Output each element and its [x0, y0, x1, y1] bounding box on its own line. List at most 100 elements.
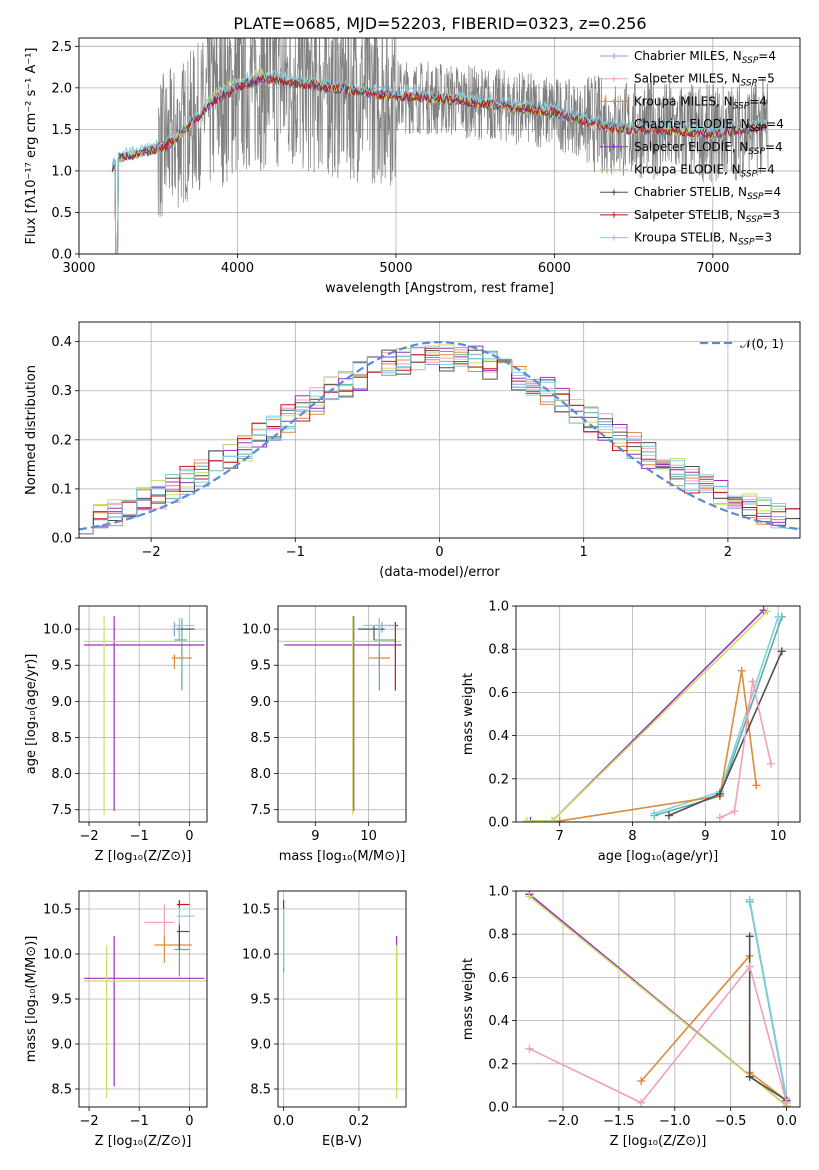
x-tick-label: 0 — [185, 829, 193, 844]
data-point — [745, 895, 754, 904]
data-point — [715, 813, 724, 822]
data-point — [748, 677, 757, 686]
x-tick-label: 0.0 — [273, 1114, 294, 1129]
data-point — [774, 612, 783, 621]
x-axis-label: E(B-V) — [322, 1134, 362, 1149]
y-tick-label: 0.0 — [488, 816, 509, 831]
x-tick-label: 0.2 — [349, 1114, 370, 1129]
axes-weight-vs-Z: −2.0 −1.5 −1.0 −0.5 0.0 0.0 0.2 0.4 0.6 0.8 1.0 Z [… — [461, 885, 801, 1149]
x-tick-label: −1.5 — [603, 1114, 635, 1129]
x-tick-label: 7000 — [696, 261, 729, 276]
x-tick-label: 10 — [770, 829, 787, 844]
y-tick-label: 0.2 — [488, 772, 509, 787]
model-spectrum-8 — [111, 69, 769, 254]
y-tick-label: 0.8 — [488, 928, 509, 943]
x-axis-label: Z [log₁₀(Z/Z⊙)] — [95, 1134, 192, 1149]
y-axis-label: mass [log₁₀(M/M⊙)] — [24, 936, 39, 1063]
y-axis-label: mass weight — [461, 958, 476, 1040]
y-tick-label: 8.0 — [250, 767, 271, 782]
axes-frame — [78, 890, 208, 1108]
weight-line-3 — [654, 616, 783, 817]
weight-line-1 — [719, 681, 772, 819]
data-point — [752, 781, 761, 790]
x-axis-label: wavelength [Angstrom, rest frame] — [325, 281, 554, 296]
axes-frame — [277, 890, 407, 1108]
y-tick-label: 0.0 — [51, 248, 72, 263]
y-tick-label: 9.5 — [250, 659, 271, 674]
x-tick-label: 9 — [701, 829, 709, 844]
weight-line-8 — [748, 899, 788, 1099]
y-tick-label: 1.0 — [51, 164, 72, 179]
y-tick-label: 8.0 — [51, 767, 72, 782]
y-tick-label: 7.5 — [250, 803, 271, 818]
data-point — [782, 1098, 791, 1107]
y-axis-label: age [log₁₀(age/yr)] — [24, 654, 39, 775]
data-point — [745, 1072, 754, 1081]
y-tick-label: 0.4 — [51, 335, 72, 350]
y-tick-label: 9.0 — [51, 695, 72, 710]
y-tick-label: 0.0 — [488, 1101, 509, 1116]
x-tick-label: 5000 — [379, 261, 412, 276]
legend-entry: Kroupa ELODIE, NSSP=4 — [634, 163, 775, 180]
data-point — [745, 932, 754, 941]
x-tick-label: 2 — [724, 545, 732, 560]
x-tick-label: −2 — [79, 1114, 98, 1129]
legend: Chabrier MILES, NSSP=4 Salpeter MILES, NS… — [600, 49, 784, 248]
x-axis-label: (data-model)/error — [379, 565, 500, 580]
data-point — [730, 807, 739, 816]
x-tick-label: −2 — [142, 545, 161, 560]
axes-mass-vs-Z: −2 −1 0 8.5 9.0 9.5 10.0 10.5 Z [log₁₀(Z/Z⊙)] mas… — [24, 890, 208, 1149]
x-tick-label: 10 — [360, 829, 377, 844]
y-tick-label: 0.5 — [51, 206, 72, 221]
normal-reference-curve — [79, 341, 798, 531]
y-tick-label: 10.5 — [43, 903, 72, 918]
legend-entry: 𝒩(0, 1) — [740, 337, 784, 351]
y-axis-label: mass weight — [461, 673, 476, 755]
plot-area-age-vs-Z — [84, 616, 205, 815]
y-tick-label: 10.0 — [242, 623, 271, 638]
axes-mass-vs-EBV: 0.0 0.2 8.5 9.0 9.5 10.0 10.5 E(B-V) — [242, 890, 407, 1149]
axes-frame — [78, 605, 208, 823]
x-axis-label: Z [log₁₀(Z/Z⊙)] — [95, 849, 192, 864]
figure-title: PLATE=0685, MJD=52203, FIBERID=0323, z=0… — [233, 14, 646, 33]
legend-entry: Salpeter STELIB, NSSP=3 — [634, 208, 780, 225]
plot-area-mass-vs-EBV — [283, 900, 398, 1098]
y-tick-label: 9.5 — [250, 993, 271, 1008]
y-tick-label: 1.0 — [488, 885, 509, 900]
x-tick-label: −2 — [79, 829, 98, 844]
legend-entry: Chabrier STELIB, NSSP=4 — [634, 185, 781, 202]
data-point — [522, 816, 531, 822]
x-tick-label: 0 — [185, 1114, 193, 1129]
y-tick-label: 1.0 — [488, 600, 509, 615]
plot-area-weight-vs-Z — [525, 891, 791, 1107]
axes-age-vs-mass: 9 10 7.5 8.0 8.5 9.0 9.5 10.0 mass [log₁₀(M/M⊙)] — [242, 605, 407, 864]
axes-frame — [78, 37, 801, 255]
y-tick-label: 0.2 — [488, 1057, 509, 1072]
x-tick-label: 8 — [628, 829, 636, 844]
y-tick-label: 9.5 — [51, 659, 72, 674]
x-tick-label: 1 — [580, 545, 588, 560]
data-point — [637, 1098, 646, 1107]
axes-weight-vs-age: 7 8 9 10 0.0 0.2 0.4 0.6 0.8 1.0 age [log₁₀(age/yr… — [461, 600, 801, 864]
axes-spectrum: 3000 4000 5000 6000 7000 0.0 0.5 1.0 1.5 2.0 2.5 wa… — [24, 37, 801, 296]
plot-area-age-vs-mass — [278, 616, 402, 815]
data-point — [777, 647, 786, 656]
x-tick-label: −1.0 — [659, 1114, 691, 1129]
residual-legend: 𝒩(0, 1) — [700, 337, 784, 351]
data-point — [766, 759, 775, 768]
y-tick-label: 0.4 — [488, 1014, 509, 1029]
x-axis-label: mass [log₁₀(M/M⊙)] — [279, 849, 406, 864]
plot-area-residuals — [79, 341, 800, 535]
weight-line-4 — [530, 609, 765, 822]
data-point — [737, 666, 746, 675]
data-point — [745, 962, 754, 971]
y-tick-label: 9.0 — [51, 1038, 72, 1053]
x-tick-label: −1 — [130, 1114, 149, 1129]
y-tick-label: 0.3 — [51, 384, 72, 399]
x-tick-label: 3000 — [62, 261, 95, 276]
y-tick-label: 8.5 — [250, 1083, 271, 1098]
x-tick-label: 9 — [311, 829, 319, 844]
model-spectrum-6 — [111, 73, 769, 254]
y-tick-label: 9.5 — [51, 993, 72, 1008]
